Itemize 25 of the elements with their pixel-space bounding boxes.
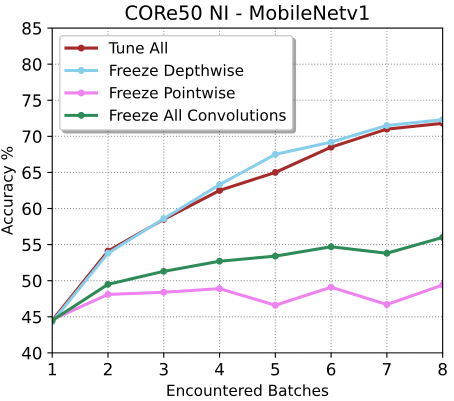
x-tick-label: 2 <box>104 362 112 376</box>
y-tick-label: 70 <box>22 130 42 143</box>
chart-title: CORe50 NI - MobileNetv1 <box>126 4 369 20</box>
legend-label: Tune All <box>108 42 167 54</box>
y-tick-label: 65 <box>22 166 42 179</box>
x-tick-label: 8 <box>438 362 447 376</box>
x-tick-label: 7 <box>382 363 391 376</box>
y-tick-label: 40 <box>22 346 42 360</box>
y-axis-title: Accuracy % <box>1 146 16 235</box>
y-tick-label: 60 <box>22 202 42 216</box>
y-tick-label: 80 <box>22 58 42 71</box>
x-tick-label: 1 <box>48 363 56 376</box>
x-tick-label: 4 <box>215 363 224 376</box>
legend-label: Freeze Pointwise <box>110 86 235 98</box>
x-tick-label: 6 <box>326 362 336 376</box>
y-tick-label: 45 <box>22 310 42 324</box>
legend-label: Freeze All Convolutions <box>110 109 286 121</box>
y-tick-label: 85 <box>22 22 42 35</box>
y-tick-label: 50 <box>22 274 42 288</box>
x-axis-title: Encountered Batches <box>167 384 328 396</box>
x-tick-label: 3 <box>160 362 168 376</box>
legend-label: Freeze Depthwise <box>110 64 244 80</box>
x-tick-label: 5 <box>271 363 280 376</box>
y-tick-label: 75 <box>22 94 42 107</box>
y-tick-label: 55 <box>22 238 42 252</box>
